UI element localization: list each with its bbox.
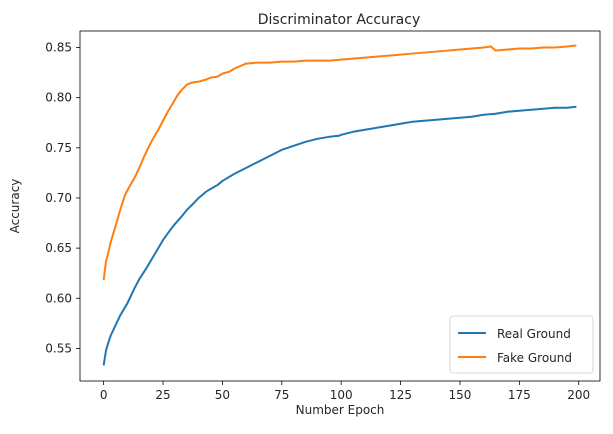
x-tick-label: 175 [508,388,531,402]
ticks-layer: 0 25 50 75 100 125 150 175 200 0.55 0.60 0.65 0.70 0.… [45,41,590,402]
x-tick-label: 150 [449,388,472,402]
y-tick-label: 0.65 [45,241,72,255]
series-line-real-ground [102,105,577,366]
y-tick-label: 0.70 [45,191,72,205]
legend: Real Ground Fake Ground [449,315,594,374]
y-tick-label: 0.80 [45,91,72,105]
x-tick-label: 25 [155,388,170,402]
legend-label-real-ground: Real Ground [497,327,571,341]
y-tick-label: 0.55 [45,341,72,355]
x-tick-label: 75 [274,388,289,402]
y-tick-label: 0.85 [45,41,72,55]
series-layer [102,44,577,366]
legend-box [449,315,594,374]
x-tick-label: 125 [389,388,412,402]
series-line-fake-ground [102,44,577,281]
plot-frame [79,30,601,382]
y-axis-label: Accuracy [8,179,22,234]
x-tick-label: 0 [100,388,108,402]
x-axis-label: Number Epoch [296,403,385,417]
y-tick-label: 0.75 [45,141,72,155]
chart-title: Discriminator Accuracy [258,12,420,28]
x-tick-label: 100 [330,388,353,402]
x-tick-label: 50 [215,388,230,402]
x-tick-label: 200 [567,388,590,402]
legend-label-fake-ground: Fake Ground [497,351,572,365]
y-tick-label: 0.60 [45,291,72,305]
